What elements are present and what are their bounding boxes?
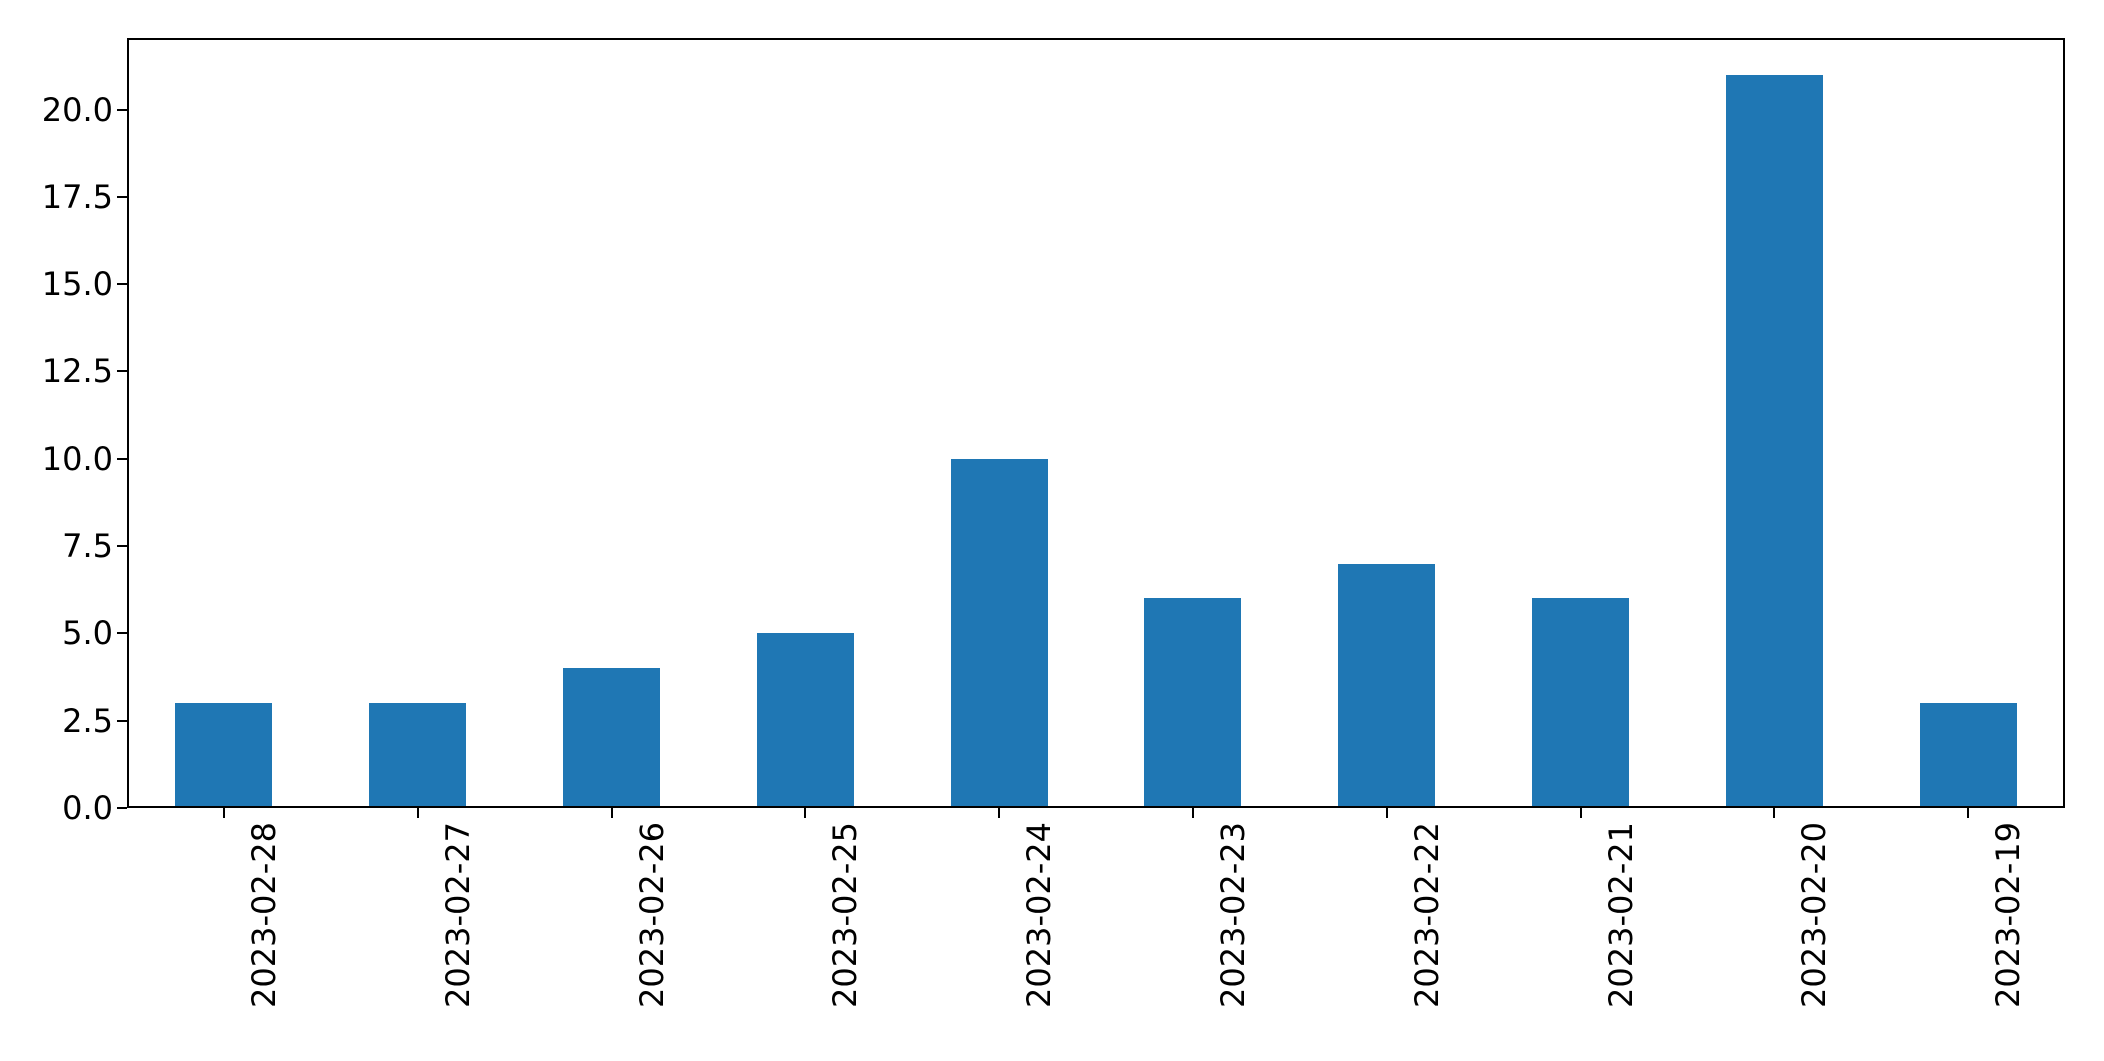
y-tick-label: 10.0 [41,439,113,478]
y-tick-mark [117,545,127,548]
x-tick-mark [1579,808,1582,818]
bar [1919,703,2017,808]
x-tick-mark [1967,808,1970,818]
bar [1725,74,1823,808]
x-tick-label: 2023-02-22 [1407,822,1446,1008]
x-tick-mark [998,808,1001,818]
x-tick-label: 2023-02-24 [1020,822,1059,1008]
y-tick-label: 2.5 [62,701,113,740]
x-tick-label: 2023-02-28 [244,822,283,1008]
x-tick-mark [1773,808,1776,818]
plot-area: 0.0 2.5 5.0 7.5 10.0 12.5 15.0 17.5 20.0 2023-02-… [42,38,2065,1008]
y-tick-mark [117,283,127,286]
bar [563,668,660,808]
y-tick-mark [117,719,127,722]
x-tick-label: 2023-02-23 [1213,822,1252,1008]
x-tick-label: 2023-02-27 [438,822,477,1008]
bar [756,633,854,808]
x-tick-label: 2023-02-21 [1601,822,1640,1008]
x-tick-mark [1385,808,1388,818]
y-tick-mark [117,457,127,460]
bar [369,703,467,808]
x-tick-mark [610,808,613,818]
y-tick-label: 5.0 [62,614,113,653]
x-tick-mark [1191,808,1194,818]
y-tick-mark [117,370,127,373]
x-tick-mark [222,808,225,818]
y-tick-mark [117,632,127,635]
bar [1144,598,1242,808]
x-tick-mark [804,808,807,818]
y-tick-mark [117,108,127,111]
y-tick-label: 7.5 [62,527,113,566]
x-tick-label: 2023-02-25 [826,822,865,1008]
y-tick-label: 12.5 [41,352,113,391]
y-tick-label: 20.0 [41,90,113,129]
y-tick-label: 15.0 [41,265,113,304]
x-tick-label: 2023-02-26 [632,822,671,1008]
bar [1338,563,1436,808]
x-tick-label: 2023-02-20 [1795,822,1834,1008]
y-tick-label: 0.0 [62,789,113,827]
y-tick-mark [117,195,127,198]
x-tick-label: 2023-02-19 [1989,822,2028,1008]
bar [950,458,1048,808]
y-tick-mark [117,807,127,809]
bar [1532,598,1629,808]
bar [175,703,273,808]
x-tick-mark [416,808,419,818]
y-tick-label: 17.5 [41,177,113,216]
